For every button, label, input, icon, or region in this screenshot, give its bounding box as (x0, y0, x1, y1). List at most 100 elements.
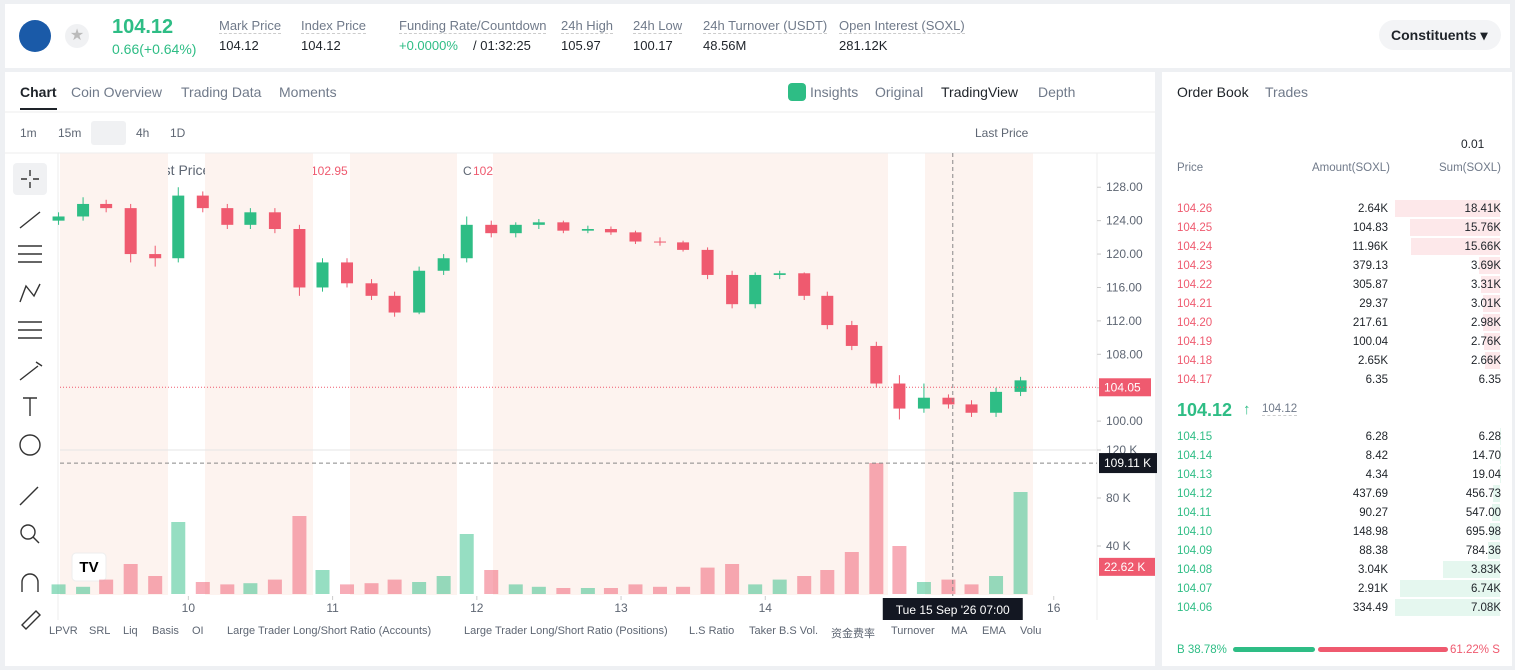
indicator[interactable]: Basis (152, 625, 179, 637)
view-tab[interactable]: Depth (1038, 84, 1076, 100)
indicator[interactable]: Taker B.S Vol. (749, 625, 819, 637)
candle-body (917, 397, 930, 409)
book-sum: 15.76K (1464, 222, 1501, 234)
view-tab[interactable]: Insights (810, 84, 859, 100)
buy-ratio: B 38.78% (1177, 644, 1227, 656)
book-amount: 305.87 (1352, 279, 1388, 291)
change: 0.66(+0.64%) (112, 41, 197, 57)
stat-label: 24h High (561, 18, 614, 34)
candle-body (100, 203, 113, 209)
favorite[interactable]: ★ (65, 24, 89, 48)
button-text: Constituents (1391, 27, 1477, 43)
stat-label: 24h Turnover (USDT) (703, 18, 828, 34)
indicator[interactable]: EMA (982, 625, 1006, 637)
stat-value: 100.17 (633, 38, 673, 53)
indicator[interactable]: Liq (123, 625, 138, 637)
book-price: 104.17 (1177, 374, 1213, 386)
crosshair-y-tag (1099, 453, 1157, 474)
candle-body (172, 195, 185, 259)
indicator[interactable]: 资金费率 (831, 628, 875, 640)
candle-body (532, 222, 545, 225)
view-tab[interactable]: Original (875, 84, 924, 100)
interval[interactable]: 1m (20, 126, 37, 140)
book-amount: 4.34 (1365, 469, 1388, 481)
volume-bar (484, 570, 499, 594)
legend-key: C (463, 164, 472, 178)
y-tick-label: 108.00 (1106, 347, 1143, 361)
book-price: 104.09 (1177, 545, 1213, 557)
candle-body (604, 229, 617, 233)
book-price: 104.19 (1177, 336, 1213, 348)
volume-bar (892, 546, 907, 594)
depth-bar (1482, 295, 1500, 312)
logo (19, 20, 51, 52)
book-amount: 379.13 (1352, 260, 1388, 272)
indicator[interactable]: MA (951, 625, 968, 637)
book-tab[interactable]: Order Book (1177, 84, 1249, 100)
candle-body (268, 212, 281, 230)
mark-price: 104.12 (1262, 403, 1298, 416)
depth-bar (1400, 580, 1500, 597)
constituents-button[interactable]: Constituents ▾ (1379, 20, 1501, 50)
last-price-tag (1099, 378, 1151, 397)
indicator[interactable]: Large Trader Long/Short Ratio (Positions… (464, 625, 668, 637)
book-price: 104.20 (1177, 317, 1213, 329)
stat-label: Mark Price (219, 18, 282, 34)
price-source[interactable]: Last Price (975, 126, 1029, 140)
volume-tick-label: 80 K (1106, 491, 1131, 505)
indicator[interactable]: SRL (89, 625, 111, 637)
depth-bar (1489, 523, 1500, 540)
indicator[interactable]: L.S Ratio (689, 625, 735, 637)
book-price: 104.13 (1177, 469, 1213, 481)
stat-value: 105.97 (561, 38, 601, 53)
interval[interactable]: 15m (58, 126, 82, 140)
chart-tab[interactable]: Trading Data (181, 84, 262, 100)
candle-body (653, 241, 666, 243)
candle-body (244, 212, 257, 225)
candle-body (149, 254, 162, 259)
volume-bar (220, 584, 235, 594)
book-tab[interactable]: Trades (1265, 84, 1309, 100)
indicator[interactable]: LPVR (49, 625, 78, 637)
candle-body (821, 295, 834, 326)
stat-value: 281.12K (839, 38, 888, 53)
interval[interactable]: 1D (170, 126, 186, 140)
volume-bar (340, 584, 355, 594)
view-tab[interactable]: TradingView (941, 84, 1019, 100)
book-sum: 6.74K (1470, 583, 1501, 595)
volume-bar (412, 582, 427, 594)
book-sum: 15.66K (1464, 241, 1501, 253)
volume-bar (195, 582, 210, 594)
stat-extra: / 01:32:25 (473, 38, 531, 53)
legend-value: 102.95 (311, 164, 348, 178)
volume-bar (869, 463, 884, 594)
volume-bar (76, 586, 91, 594)
stat-label: Open Interest (SOXL) (839, 18, 965, 34)
book-price: 104.18 (1177, 355, 1213, 367)
book-price: 104.11 (1177, 507, 1212, 519)
chart-tab[interactable]: Moments (279, 84, 337, 100)
depth-bar (1484, 333, 1500, 350)
candle-body (701, 249, 714, 275)
mid-arrow: ↑ (1243, 401, 1251, 418)
book-price: 104.14 (1177, 450, 1213, 462)
chart-tab[interactable]: Coin Overview (71, 84, 163, 100)
volume-bar (459, 534, 474, 594)
volume-bar (267, 579, 282, 594)
indicator[interactable]: Large Trader Long/Short Ratio (Accounts) (227, 625, 432, 637)
indicator[interactable]: Turnover (891, 625, 935, 637)
chart-tab[interactable]: Chart (20, 84, 57, 110)
book-price: 104.26 (1177, 203, 1213, 215)
indicator[interactable]: Volu (1020, 625, 1042, 637)
candle-body (460, 224, 473, 259)
indicator[interactable]: OI (192, 625, 204, 637)
interval[interactable]: 4h (136, 126, 150, 140)
book-price: 104.10 (1177, 526, 1213, 538)
volume-bar (772, 579, 787, 594)
precision[interactable]: 0.01 (1461, 137, 1485, 151)
col: Amount(SOXL) (1312, 162, 1390, 174)
volume-bar (964, 584, 979, 594)
volume-bar (171, 522, 186, 594)
candle-body (990, 391, 1003, 413)
